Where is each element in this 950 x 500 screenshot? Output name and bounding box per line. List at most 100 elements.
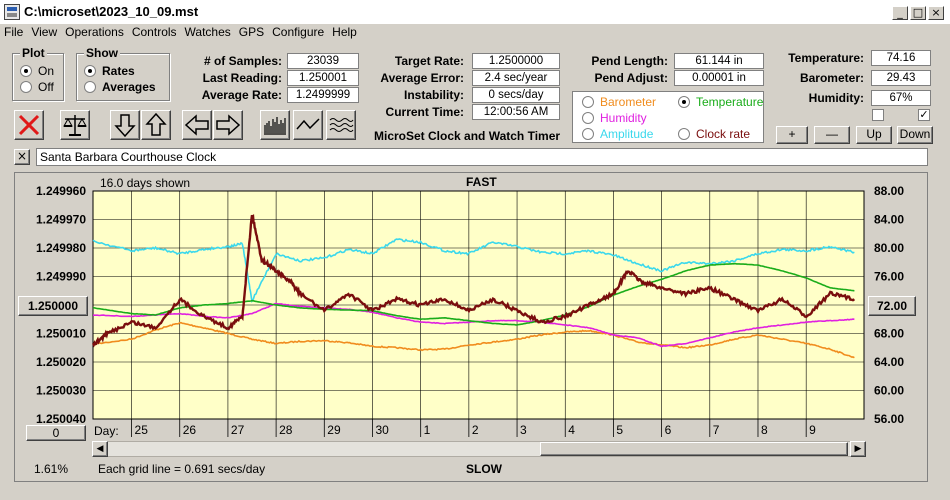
day-label: Day:	[94, 424, 119, 438]
scroll-thumb[interactable]	[540, 442, 848, 456]
humidity-field: 67%	[871, 90, 931, 106]
arrow-left-button[interactable]	[182, 110, 212, 140]
right-tick-label: 64.00	[874, 355, 904, 369]
day-tick-label: 1	[424, 423, 431, 437]
day-tick-label: 27	[231, 423, 245, 437]
arrow-down-icon	[114, 114, 136, 138]
day-tick-label: 29	[327, 423, 341, 437]
menu-help[interactable]: Help	[332, 25, 357, 39]
window-title: C:\microset\2023_10_09.mst	[24, 4, 199, 19]
menu-watches[interactable]: Watches	[184, 25, 231, 39]
legend-barometer[interactable]: Barometer	[582, 95, 656, 109]
percent-label: 1.61%	[34, 462, 69, 476]
samples-label: # of Samples:	[203, 54, 282, 68]
menu-operations[interactable]: Operations	[65, 25, 124, 39]
rate-center-button[interactable]: 1.250000	[18, 296, 88, 316]
instability-field: 0 secs/day	[472, 87, 560, 103]
last-reading-field: 1.250001	[287, 70, 359, 86]
up-button[interactable]: Up	[856, 126, 892, 144]
radio-icon	[678, 128, 690, 140]
legend-clock-rate[interactable]: Clock rate	[678, 127, 750, 141]
minimize-icon[interactable]: _	[892, 6, 908, 20]
pend-adjust-label: Pend Adjust:	[594, 71, 668, 85]
bar-graph-button[interactable]	[260, 110, 290, 140]
left-tick-label: 1.249970	[36, 213, 86, 227]
current-time-field: 12:00:56 AM	[472, 104, 560, 120]
legend-humidity[interactable]: Humidity	[582, 111, 647, 125]
maximize-icon[interactable]: □	[910, 6, 926, 20]
legend-temperature[interactable]: Temperature	[678, 95, 763, 109]
app-icon	[4, 4, 20, 20]
scroll-left-icon[interactable]: ◀	[92, 441, 108, 457]
clear-name-button[interactable]: ×	[14, 149, 30, 165]
clock-name-input[interactable]: Santa Barbara Courthouse Clock	[36, 148, 928, 166]
day-tick-label: 9	[809, 423, 816, 437]
stop-button[interactable]	[14, 110, 44, 140]
arrow-right-button[interactable]	[213, 110, 243, 140]
checkbox-2[interactable]: ✓	[918, 108, 930, 121]
legend-amplitude[interactable]: Amplitude	[582, 127, 653, 141]
average-error-label: Average Error:	[380, 71, 464, 85]
series-line-temperature	[92, 262, 855, 326]
left-tick-label: 1.250010	[36, 327, 86, 341]
pend-length-field: 61.144 in	[674, 53, 764, 69]
line-graph-button[interactable]	[293, 110, 323, 140]
temp-center-button[interactable]: 72.00	[868, 296, 916, 316]
show-group	[76, 53, 170, 101]
day-tick-label: 8	[761, 423, 768, 437]
close-icon[interactable]: ×	[928, 6, 944, 20]
wave-graph-icon	[329, 118, 354, 132]
checkbox-1[interactable]	[872, 109, 884, 121]
arrow-down-button[interactable]	[110, 110, 140, 140]
right-tick-label: 68.00	[874, 327, 904, 341]
day-tick-label: 7	[713, 423, 720, 437]
menu-controls[interactable]: Controls	[131, 25, 177, 39]
radio-icon	[678, 96, 690, 108]
right-tick-label: 56.00	[874, 412, 904, 426]
day-tick-label: 6	[665, 423, 672, 437]
temperature-field: 74.16	[871, 50, 931, 66]
legend-temperature-label: Temperature	[696, 95, 764, 109]
wave-graph-button[interactable]	[326, 110, 356, 140]
barometer-label: Barometer:	[799, 71, 864, 85]
average-error-field: 2.4 sec/year	[472, 70, 560, 86]
radio-icon	[582, 112, 594, 124]
day-tick-label: 26	[183, 423, 197, 437]
legend-barometer-label: Barometer	[600, 95, 657, 109]
left-tick-label: 1.249990	[36, 270, 86, 284]
pend-adjust-field: 0.00001 in	[674, 70, 764, 86]
plot-group-label: Plot	[20, 46, 47, 60]
legend-clock-rate-label: Clock rate	[696, 127, 751, 141]
minus-button[interactable]: —	[814, 126, 850, 144]
series-line-barometer	[92, 321, 855, 359]
temperature-label: Temperature:	[788, 51, 864, 65]
plot-off-label: Off	[38, 80, 54, 94]
series-line-clock-rate	[91, 213, 856, 348]
menu-gps[interactable]: GPS	[238, 25, 265, 39]
show-rates-radio[interactable]: Rates	[84, 64, 135, 78]
chart-panel	[14, 172, 928, 482]
show-averages-radio[interactable]: Averages	[84, 80, 156, 94]
left-tick-label: 1.250020	[36, 355, 86, 369]
plot-off-radio[interactable]: Off	[20, 80, 54, 94]
fast-label: FAST	[466, 175, 497, 189]
barometer-field: 29.43	[871, 70, 931, 86]
arrow-up-button[interactable]	[141, 110, 171, 140]
menu-bar: File View Operations Controls Watches GPS Conf…	[0, 24, 950, 42]
radio-icon	[582, 128, 594, 140]
plot-on-radio[interactable]: On	[20, 64, 54, 78]
zero-button[interactable]: 0	[26, 425, 86, 441]
plus-button[interactable]: +	[776, 126, 808, 144]
menu-view[interactable]: View	[31, 25, 58, 39]
arrow-left-icon	[184, 114, 209, 136]
menu-file[interactable]: File	[4, 25, 24, 39]
down-button[interactable]: Down	[897, 126, 933, 144]
scroll-right-icon[interactable]: ▶	[850, 441, 866, 457]
balance-button[interactable]	[60, 110, 90, 140]
bar-graph-icon	[264, 117, 286, 135]
menu-configure[interactable]: Configure	[272, 25, 325, 39]
show-group-label: Show	[84, 46, 120, 60]
humidity-label: Humidity:	[808, 91, 864, 105]
samples-field: 23039	[287, 53, 359, 69]
radio-averages-icon	[84, 81, 96, 93]
